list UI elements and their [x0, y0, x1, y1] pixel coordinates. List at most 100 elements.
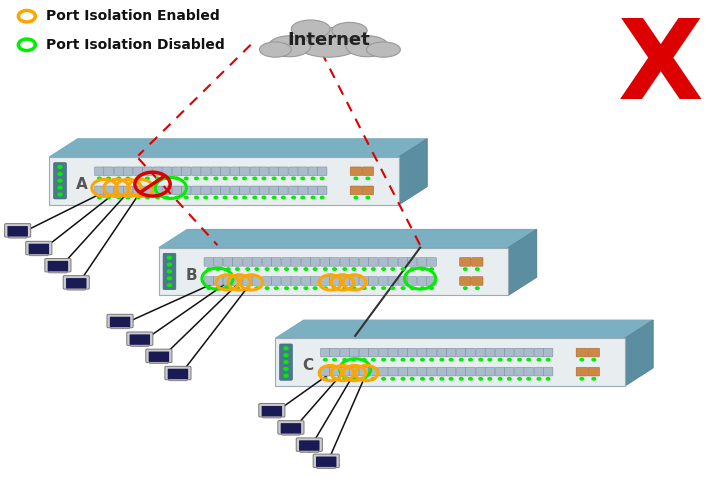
FancyBboxPatch shape — [388, 348, 398, 357]
FancyBboxPatch shape — [279, 344, 292, 380]
Circle shape — [391, 377, 394, 380]
Circle shape — [479, 358, 483, 361]
Circle shape — [382, 287, 385, 289]
Circle shape — [301, 177, 304, 180]
FancyBboxPatch shape — [456, 367, 466, 376]
Circle shape — [262, 196, 266, 199]
Circle shape — [352, 268, 356, 270]
FancyBboxPatch shape — [399, 277, 408, 285]
Circle shape — [242, 177, 246, 180]
FancyBboxPatch shape — [399, 348, 408, 357]
Circle shape — [195, 196, 198, 199]
FancyBboxPatch shape — [250, 186, 260, 194]
FancyBboxPatch shape — [259, 403, 285, 417]
FancyBboxPatch shape — [9, 236, 27, 238]
FancyBboxPatch shape — [407, 348, 417, 357]
Circle shape — [98, 177, 101, 180]
Circle shape — [136, 196, 140, 199]
Circle shape — [371, 287, 375, 289]
FancyBboxPatch shape — [192, 167, 201, 175]
Circle shape — [284, 287, 288, 289]
Ellipse shape — [294, 28, 362, 57]
FancyBboxPatch shape — [350, 167, 361, 175]
FancyBboxPatch shape — [165, 366, 191, 380]
Circle shape — [282, 196, 285, 199]
Circle shape — [58, 180, 62, 182]
FancyBboxPatch shape — [270, 167, 279, 175]
FancyBboxPatch shape — [153, 167, 163, 175]
Circle shape — [145, 196, 149, 199]
FancyBboxPatch shape — [173, 167, 182, 175]
Circle shape — [333, 358, 337, 361]
FancyBboxPatch shape — [259, 167, 269, 175]
FancyBboxPatch shape — [407, 258, 417, 266]
Circle shape — [343, 268, 347, 270]
Circle shape — [333, 268, 337, 270]
Circle shape — [304, 268, 308, 270]
Circle shape — [204, 196, 207, 199]
FancyBboxPatch shape — [282, 258, 292, 266]
Circle shape — [508, 377, 511, 380]
Circle shape — [391, 358, 394, 361]
Circle shape — [284, 368, 288, 370]
FancyBboxPatch shape — [211, 167, 220, 175]
FancyBboxPatch shape — [298, 167, 307, 175]
FancyBboxPatch shape — [259, 186, 269, 194]
FancyBboxPatch shape — [133, 186, 143, 194]
Circle shape — [527, 377, 530, 380]
FancyBboxPatch shape — [317, 467, 336, 468]
Circle shape — [216, 268, 220, 270]
FancyBboxPatch shape — [223, 258, 233, 266]
Circle shape — [463, 287, 467, 289]
Circle shape — [216, 287, 220, 289]
FancyBboxPatch shape — [4, 224, 31, 237]
FancyBboxPatch shape — [262, 406, 282, 416]
FancyBboxPatch shape — [588, 367, 600, 376]
Circle shape — [223, 196, 227, 199]
FancyBboxPatch shape — [576, 348, 588, 357]
FancyBboxPatch shape — [110, 317, 130, 327]
Circle shape — [476, 268, 479, 270]
Circle shape — [449, 358, 453, 361]
FancyBboxPatch shape — [460, 277, 471, 285]
FancyBboxPatch shape — [369, 277, 378, 285]
FancyBboxPatch shape — [291, 258, 300, 266]
Circle shape — [391, 287, 394, 289]
FancyBboxPatch shape — [211, 186, 220, 194]
Circle shape — [255, 287, 259, 289]
FancyBboxPatch shape — [299, 440, 319, 451]
Polygon shape — [275, 320, 653, 338]
FancyBboxPatch shape — [524, 367, 533, 376]
FancyBboxPatch shape — [279, 186, 288, 194]
FancyBboxPatch shape — [543, 348, 553, 357]
Ellipse shape — [332, 23, 367, 39]
Circle shape — [313, 287, 317, 289]
Circle shape — [265, 287, 269, 289]
Polygon shape — [275, 338, 625, 386]
FancyBboxPatch shape — [282, 433, 300, 435]
Circle shape — [294, 287, 297, 289]
Circle shape — [440, 358, 443, 361]
Circle shape — [107, 196, 111, 199]
Circle shape — [207, 287, 210, 289]
FancyBboxPatch shape — [466, 367, 475, 376]
Circle shape — [246, 287, 250, 289]
FancyBboxPatch shape — [45, 259, 71, 272]
FancyBboxPatch shape — [29, 244, 49, 254]
FancyBboxPatch shape — [515, 348, 524, 357]
FancyBboxPatch shape — [192, 186, 201, 194]
Circle shape — [401, 358, 405, 361]
FancyBboxPatch shape — [29, 253, 48, 256]
Circle shape — [168, 270, 171, 273]
FancyBboxPatch shape — [349, 348, 359, 357]
FancyBboxPatch shape — [340, 367, 349, 376]
Circle shape — [204, 177, 207, 180]
FancyBboxPatch shape — [143, 167, 152, 175]
FancyBboxPatch shape — [223, 277, 233, 285]
Circle shape — [253, 196, 257, 199]
FancyBboxPatch shape — [388, 277, 398, 285]
FancyBboxPatch shape — [169, 378, 188, 381]
Circle shape — [294, 268, 297, 270]
Circle shape — [136, 177, 140, 180]
FancyBboxPatch shape — [349, 277, 359, 285]
